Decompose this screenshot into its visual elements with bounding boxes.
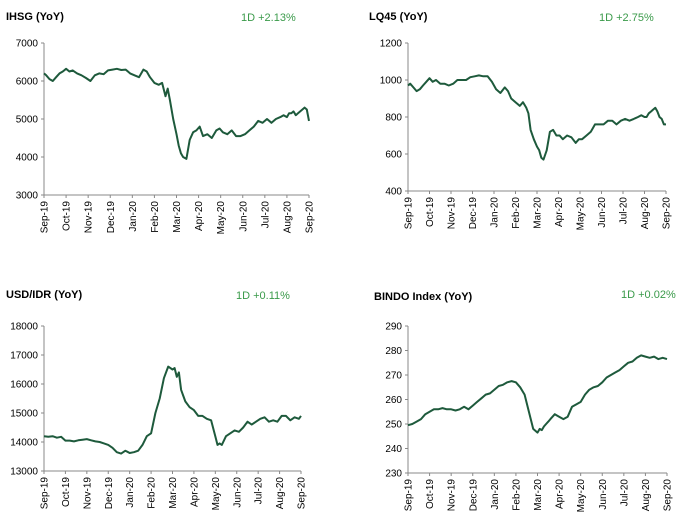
x-tick-label: Jan-20	[490, 197, 501, 228]
x-tick-label: Sep-20	[297, 477, 308, 510]
x-tick-label: May-20	[576, 197, 587, 231]
chart-title: BINDO Index (YoY)	[374, 291, 473, 303]
x-tick-label: Dec-19	[106, 201, 117, 234]
chart-title: IHSG (YoY)	[6, 11, 64, 23]
y-tick-label: 18000	[10, 322, 38, 333]
x-tick-label: Sep-20	[305, 201, 316, 234]
series-line	[43, 67, 310, 160]
x-tick-label: Feb-20	[511, 197, 522, 229]
x-tick-label: Jan-20	[128, 201, 139, 232]
x-tick-label: Jul-20	[619, 197, 630, 225]
x-tick-label: Oct-19	[62, 201, 73, 231]
bindo-chart: 230 240 250 260 270 280 290 Sep-19 Oct-19 Nov-19 D…	[385, 322, 674, 513]
x-tick-label: Feb-20	[511, 479, 522, 511]
y-tick-label: 280	[385, 346, 402, 357]
x-tick-label: Oct-19	[61, 477, 72, 507]
y-tick-label: 240	[385, 444, 402, 455]
bindo-chart-panel: 230 240 250 260 270 280 290 Sep-19 Oct-19 Nov-19 D…	[345, 265, 691, 530]
y-tick-label: 270	[385, 371, 402, 382]
x-tick-label: Mar-20	[533, 479, 544, 511]
x-tick-label: Aug-20	[282, 201, 293, 234]
x-tick-label: Sep-19	[404, 479, 415, 512]
y-tick-label: 3000	[16, 191, 39, 202]
y-tick-label: 230	[385, 469, 402, 480]
y-tick-label: 5000	[16, 115, 39, 126]
x-tick-label: May-20	[576, 479, 587, 513]
daily-change-label: 1D +2.75%	[599, 12, 654, 24]
series-line	[407, 354, 668, 434]
y-tick-label: 290	[385, 322, 402, 333]
y-tick-label: 4000	[16, 153, 39, 164]
x-tick-label: Nov-19	[84, 201, 95, 234]
y-tick-label: 1200	[380, 39, 403, 50]
x-tick-label: Sep-20	[663, 479, 674, 512]
x-tick-label: Jul-20	[619, 479, 630, 507]
x-tick-label: Aug-20	[275, 477, 286, 510]
series-line	[43, 365, 302, 455]
daily-change-label: 1D +0.02%	[621, 289, 676, 301]
x-tick-label: Oct-19	[425, 197, 436, 227]
x-tick-label: Mar-20	[172, 201, 183, 233]
y-tick-label: 800	[385, 113, 402, 124]
x-tick-label: Nov-19	[82, 477, 93, 510]
x-tick-label: Jul-20	[254, 477, 265, 505]
x-tick-label: Sep-20	[662, 197, 673, 230]
x-tick-label: Dec-19	[104, 477, 115, 510]
y-tick-label: 400	[385, 187, 402, 198]
x-tick-label: Sep-19	[40, 477, 51, 510]
x-tick-label: Jan-20	[490, 479, 501, 510]
x-tick-label: Dec-19	[468, 479, 479, 512]
ihsg-chart-panel: 3000 4000 5000 6000 7000 Sep-19 Oct-19 Nov-19 De…	[0, 0, 345, 265]
x-tick-label: Sep-19	[40, 201, 51, 234]
y-tick-label: 6000	[16, 77, 39, 88]
x-tick-label: Apr-20	[555, 479, 566, 509]
y-tick-label: 15000	[10, 409, 38, 420]
y-tick-label: 250	[385, 420, 402, 431]
x-tick-label: Jun-20	[238, 201, 249, 232]
x-tick-label: Dec-19	[468, 197, 479, 230]
x-tick-label: Aug-20	[641, 479, 652, 512]
x-tick-label: Jun-20	[598, 479, 609, 510]
y-tick-label: 16000	[10, 380, 38, 391]
y-tick-label: 13000	[10, 467, 38, 478]
y-tick-label: 1000	[380, 76, 403, 87]
x-tick-label: Apr-20	[194, 201, 205, 231]
x-tick-label: Mar-20	[168, 477, 179, 509]
x-tick-label: Apr-20	[554, 197, 565, 227]
y-tick-label: 600	[385, 150, 402, 161]
y-tick-label: 17000	[10, 351, 38, 362]
y-tick-label: 14000	[10, 438, 38, 449]
x-tick-label: Nov-19	[447, 197, 458, 230]
lq45-chart: 400 600 800 1000 1200 Sep-19 Oct-19 Nov-19 Dec-1…	[380, 39, 673, 231]
x-tick-label: May-20	[216, 201, 227, 235]
ihsg-chart: 3000 4000 5000 6000 7000 Sep-19 Oct-19 Nov-19 De…	[16, 39, 316, 235]
x-tick-label: Jul-20	[260, 201, 271, 229]
series-line	[407, 74, 666, 161]
x-tick-label: Sep-19	[404, 197, 415, 230]
x-tick-label: Jun-20	[597, 197, 608, 228]
x-tick-label: Mar-20	[533, 197, 544, 229]
x-tick-label: Nov-19	[447, 479, 458, 512]
x-tick-label: Apr-20	[189, 477, 200, 507]
usd-idr-chart-panel: 13000 14000 15000 16000 17000 18000 Sep-19 Oct-…	[0, 265, 345, 530]
y-tick-label: 7000	[16, 39, 39, 50]
daily-change-label: 1D +0.11%	[236, 290, 290, 302]
x-tick-label: May-20	[211, 477, 222, 511]
y-tick-label: 260	[385, 395, 402, 406]
usd-idr-chart: 13000 14000 15000 16000 17000 18000 Sep-19 Oct-…	[10, 322, 308, 511]
x-tick-label: Aug-20	[640, 197, 651, 230]
x-tick-label: Jan-20	[125, 477, 136, 508]
chart-title: USD/IDR (YoY)	[6, 289, 83, 301]
x-tick-label: Oct-19	[425, 479, 436, 509]
lq45-chart-panel: 400 600 800 1000 1200 Sep-19 Oct-19 Nov-19 Dec-1…	[345, 0, 691, 265]
daily-change-label: 1D +2.13%	[241, 12, 296, 24]
x-tick-label: Feb-20	[150, 201, 161, 233]
chart-title: LQ45 (YoY)	[369, 11, 428, 23]
x-tick-label: Feb-20	[147, 477, 158, 509]
x-tick-label: Jun-20	[232, 477, 243, 508]
